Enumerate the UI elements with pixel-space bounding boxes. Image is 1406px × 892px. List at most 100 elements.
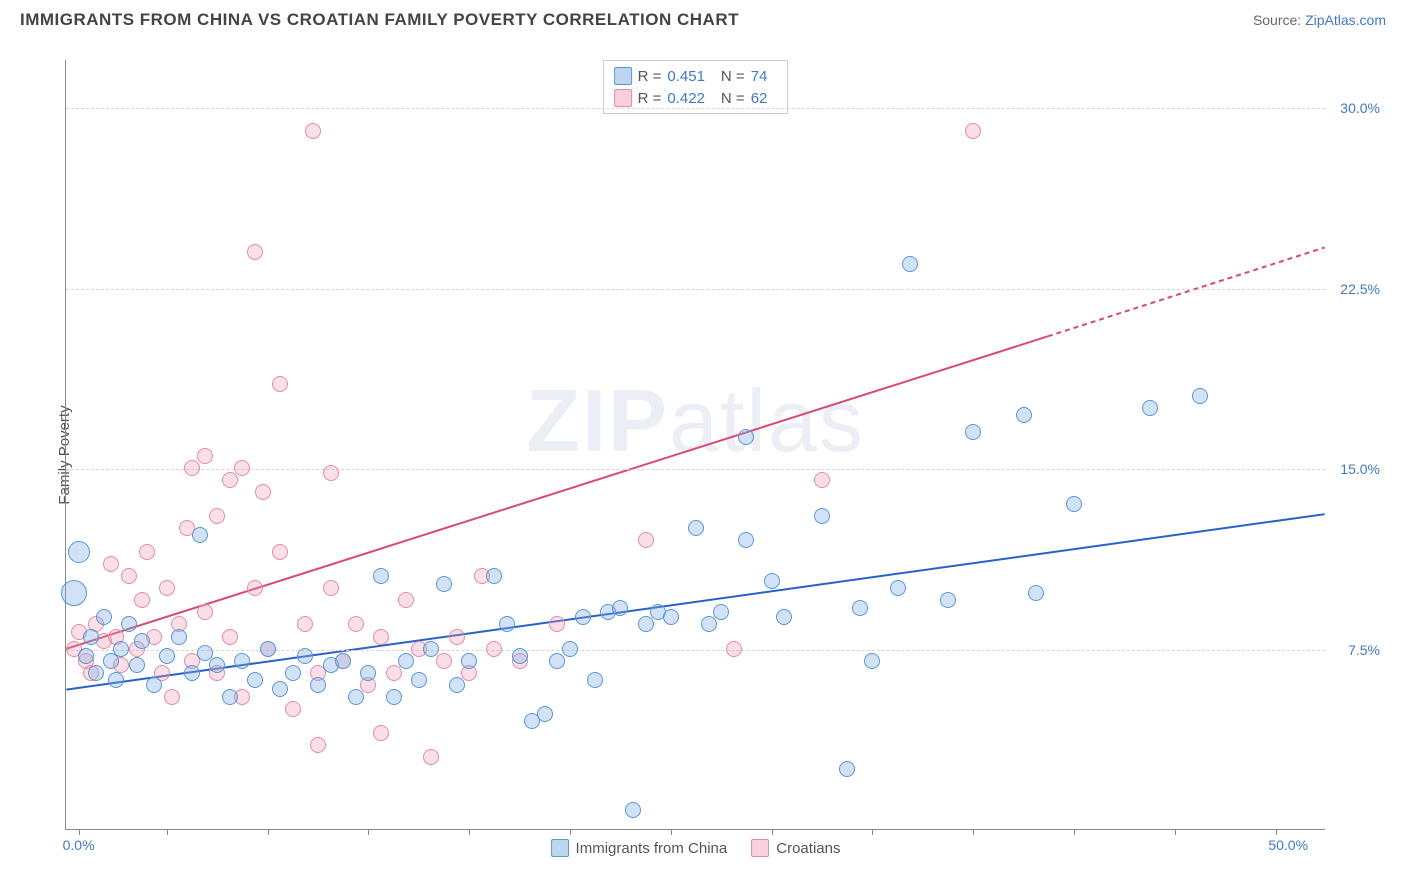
x-tick — [1175, 829, 1176, 835]
scatter-point-blue — [61, 580, 87, 606]
scatter-point-blue — [701, 616, 717, 632]
scatter-point-blue — [134, 633, 150, 649]
scatter-point-pink — [305, 123, 321, 139]
scatter-point-pink — [297, 616, 313, 632]
scatter-point-blue — [612, 600, 628, 616]
r-value: 0.422 — [667, 90, 705, 107]
scatter-point-blue — [1028, 585, 1044, 601]
scatter-point-pink — [184, 460, 200, 476]
scatter-point-pink — [726, 641, 742, 657]
swatch-blue — [614, 67, 632, 85]
scatter-point-blue — [663, 609, 679, 625]
watermark: ZIPatlas — [526, 370, 865, 472]
scatter-point-blue — [108, 672, 124, 688]
scatter-point-pink — [197, 448, 213, 464]
scatter-point-blue — [814, 508, 830, 524]
plot-area: ZIPatlas R =0.451N =74R =0.422N =62 Immi… — [65, 60, 1325, 830]
scatter-point-blue — [1016, 407, 1032, 423]
scatter-point-pink — [222, 472, 238, 488]
trend-line — [1048, 247, 1325, 336]
scatter-point-blue — [411, 672, 427, 688]
scatter-point-blue — [713, 604, 729, 620]
scatter-point-blue — [260, 641, 276, 657]
stats-legend-box: R =0.451N =74R =0.422N =62 — [603, 60, 789, 114]
scatter-point-blue — [549, 653, 565, 669]
scatter-point-blue — [121, 616, 137, 632]
source-link[interactable]: ZipAtlas.com — [1305, 12, 1386, 28]
scatter-point-pink — [386, 665, 402, 681]
scatter-point-pink — [310, 737, 326, 753]
x-tick — [469, 829, 470, 835]
scatter-point-blue — [1192, 388, 1208, 404]
grid-line — [66, 650, 1325, 651]
scatter-point-blue — [839, 761, 855, 777]
trend-line — [66, 514, 1324, 689]
scatter-point-pink — [373, 629, 389, 645]
scatter-point-pink — [323, 580, 339, 596]
scatter-point-blue — [852, 600, 868, 616]
scatter-point-pink — [449, 629, 465, 645]
scatter-point-pink — [323, 465, 339, 481]
chart-title: IMMIGRANTS FROM CHINA VS CROATIAN FAMILY… — [20, 10, 739, 30]
n-value: 62 — [751, 90, 768, 107]
scatter-point-blue — [78, 648, 94, 664]
scatter-point-blue — [499, 616, 515, 632]
source-attribution: Source: ZipAtlas.com — [1253, 12, 1386, 28]
legend-label: Immigrants from China — [576, 840, 728, 857]
grid-line — [66, 108, 1325, 109]
scatter-point-blue — [1142, 400, 1158, 416]
scatter-point-pink — [423, 749, 439, 765]
scatter-point-pink — [139, 544, 155, 560]
x-tick — [570, 829, 571, 835]
x-tick — [1276, 829, 1277, 835]
scatter-point-blue — [159, 648, 175, 664]
x-tick — [1074, 829, 1075, 835]
scatter-point-blue — [688, 520, 704, 536]
grid-line — [66, 469, 1325, 470]
scatter-point-blue — [171, 629, 187, 645]
scatter-point-blue — [940, 592, 956, 608]
scatter-point-pink — [373, 725, 389, 741]
scatter-point-blue — [247, 672, 263, 688]
r-value: 0.451 — [667, 68, 705, 85]
y-tick-label: 7.5% — [1348, 642, 1380, 658]
scatter-point-blue — [192, 527, 208, 543]
scatter-point-blue — [625, 802, 641, 818]
scatter-point-pink — [247, 580, 263, 596]
legend-label: Croatians — [776, 840, 840, 857]
scatter-point-blue — [486, 568, 502, 584]
scatter-point-blue — [373, 568, 389, 584]
scatter-point-blue — [88, 665, 104, 681]
scatter-point-blue — [764, 573, 780, 589]
source-prefix: Source: — [1253, 12, 1305, 28]
scatter-point-pink — [486, 641, 502, 657]
x-tick-label: 0.0% — [63, 837, 95, 853]
scatter-point-pink — [965, 123, 981, 139]
scatter-point-blue — [129, 657, 145, 673]
scatter-point-blue — [864, 653, 880, 669]
scatter-point-blue — [902, 256, 918, 272]
scatter-point-blue — [68, 541, 90, 563]
scatter-point-blue — [436, 576, 452, 592]
scatter-point-pink — [638, 532, 654, 548]
x-tick — [671, 829, 672, 835]
n-label: N = — [721, 90, 745, 107]
scatter-point-pink — [255, 484, 271, 500]
grid-line — [66, 289, 1325, 290]
scatter-point-blue — [1066, 496, 1082, 512]
scatter-point-blue — [386, 689, 402, 705]
x-tick — [79, 829, 80, 835]
scatter-point-blue — [348, 689, 364, 705]
scatter-point-pink — [247, 244, 263, 260]
scatter-point-blue — [146, 677, 162, 693]
scatter-point-pink — [121, 568, 137, 584]
x-tick-label: 50.0% — [1268, 837, 1308, 853]
scatter-point-pink — [197, 604, 213, 620]
r-label: R = — [638, 90, 662, 107]
scatter-point-pink — [234, 460, 250, 476]
trend-lines — [66, 60, 1325, 829]
y-tick-label: 30.0% — [1340, 100, 1380, 116]
scatter-point-blue — [776, 609, 792, 625]
scatter-point-pink — [272, 376, 288, 392]
scatter-point-blue — [297, 648, 313, 664]
